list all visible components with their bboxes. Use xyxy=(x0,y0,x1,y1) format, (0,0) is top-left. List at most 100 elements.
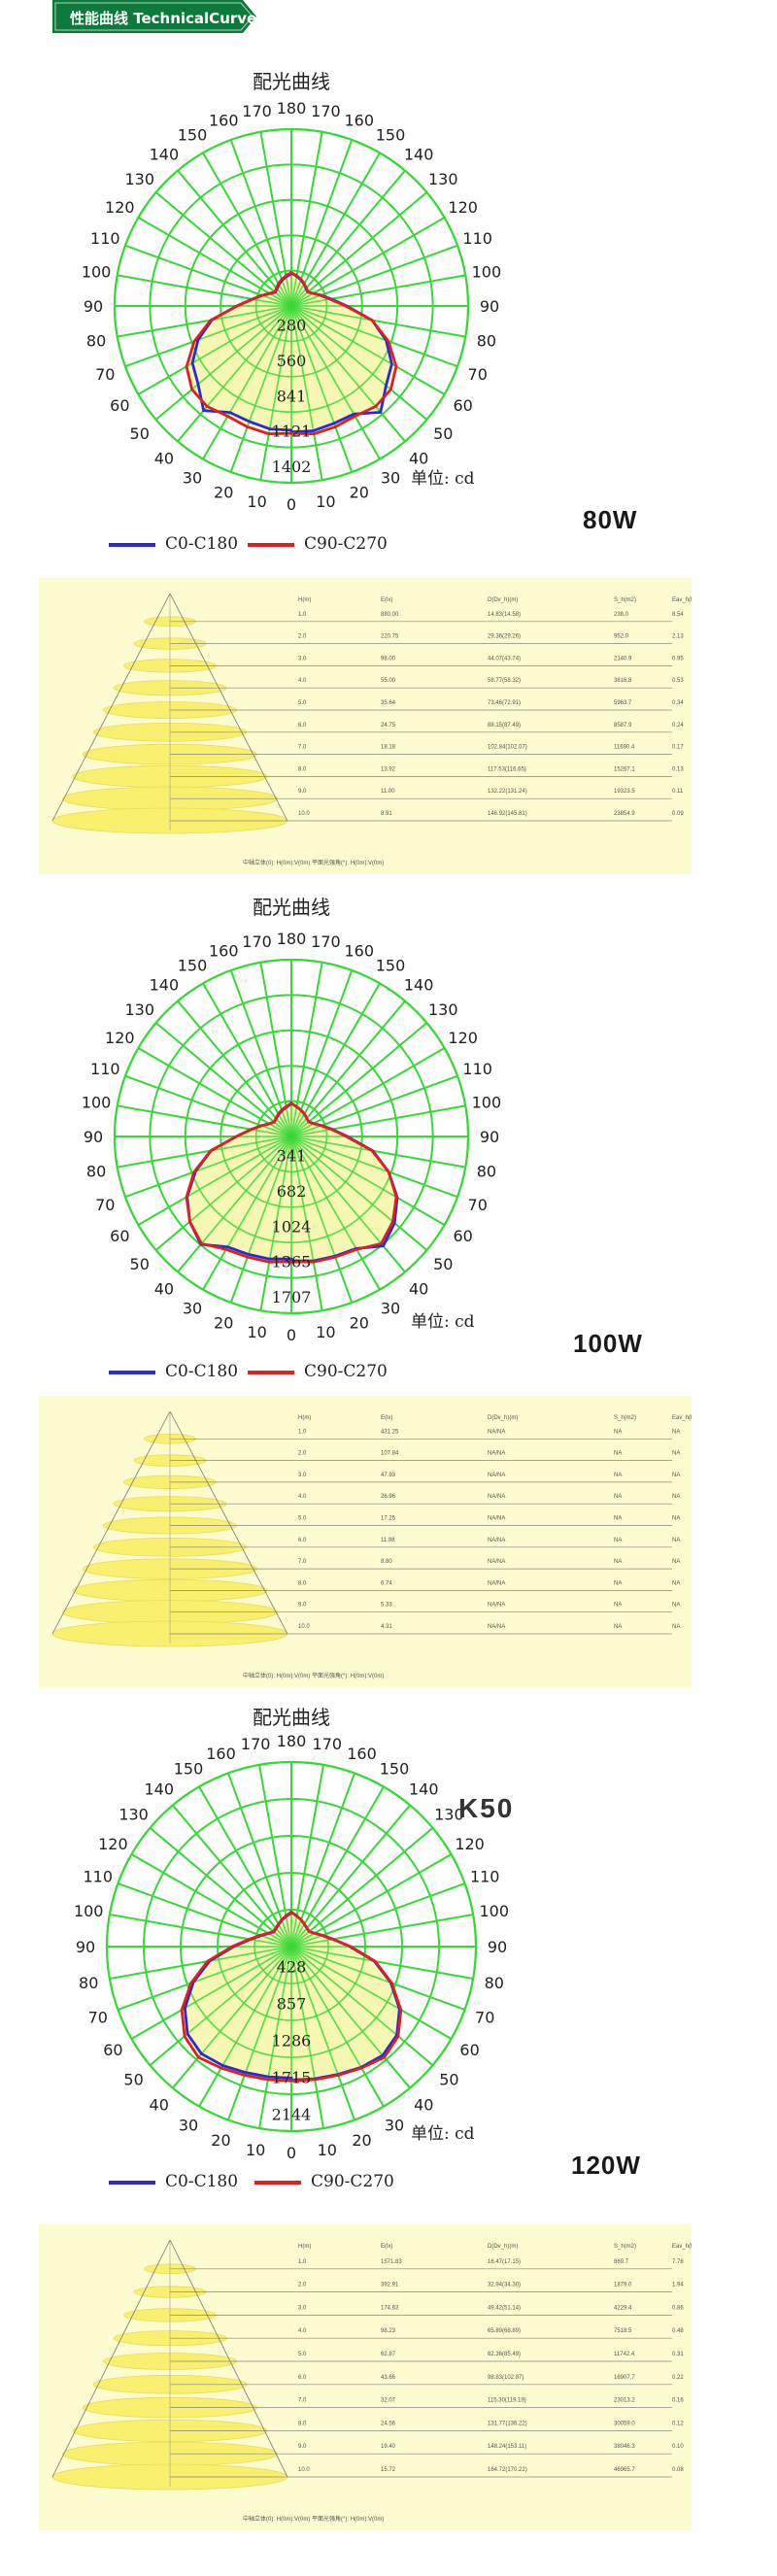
table-cell: NA/NA xyxy=(488,1538,505,1543)
polar-grid-spoke xyxy=(202,1135,292,1291)
table-cell: 869.7 xyxy=(614,2259,629,2265)
wattage-label-80w: 80W xyxy=(583,505,638,534)
polar-grid-spoke xyxy=(155,305,292,421)
radial-tick-label: 2144 xyxy=(272,2106,312,2124)
table-cell: 11.98 xyxy=(381,1538,395,1543)
table-cell: 0.31 xyxy=(672,2352,684,2357)
table-cell: 2.13 xyxy=(672,634,684,640)
polar-grid-spoke xyxy=(290,982,381,1137)
angle-tick-label: 160 xyxy=(209,111,239,129)
table-cell: 1.0 xyxy=(298,1429,307,1435)
table-cell: 131.77(136.22) xyxy=(488,2421,527,2426)
polar-grid-spoke xyxy=(117,274,292,307)
isolux-table-120w: H(m) E(lx) D(Dv_h)(m) S_h(m2) Eav_h(lx) 1.0 15… xyxy=(39,2224,692,2530)
angle-tick-label: 160 xyxy=(347,1745,377,1763)
table-cell: 0.53 xyxy=(672,678,684,684)
angle-tick-label: 170 xyxy=(242,932,272,951)
section-header-title: 性能曲线 TechnicalCurves xyxy=(70,10,266,27)
table-cell: 238.0 xyxy=(614,612,629,618)
angle-tick-label: 100 xyxy=(472,1094,502,1112)
table-cell: 3816.8 xyxy=(614,678,632,684)
angle-tick-label: 80 xyxy=(477,331,496,350)
table-header-cell: H(m) xyxy=(298,2244,311,2250)
table-cell: NA xyxy=(672,1580,680,1586)
series-line-c90-c270 xyxy=(185,1102,398,1264)
table-cell: 15267.1 xyxy=(614,766,635,772)
polar-grid-spoke xyxy=(290,1914,474,1948)
polar-grid-spoke xyxy=(177,1135,292,1272)
polar-grid-spoke xyxy=(290,305,406,442)
table-cell: 13.92 xyxy=(381,766,396,772)
polar-grid-spoke xyxy=(290,1047,446,1137)
table-cell: 0.10 xyxy=(672,2444,684,2450)
table-cell: 29.36(29.26) xyxy=(488,634,521,640)
polar-grid-spoke xyxy=(290,1135,381,1291)
polar-grid-spoke xyxy=(290,1135,353,1304)
cone-edge xyxy=(169,1410,288,1635)
table-cell: 174.63 xyxy=(381,2305,399,2311)
polar-section-100w: 配光曲线 341 682 1024 1365 1707 0 10 10 20 20 30 30 40 40… xyxy=(0,892,777,1397)
table-cell: 5.33 xyxy=(381,1603,392,1609)
table-cell: 1.94 xyxy=(672,2283,684,2288)
table-cell: 0.22 xyxy=(672,2375,684,2381)
table-cell: 164.72(170.22) xyxy=(488,2467,527,2473)
angle-tick-label: 130 xyxy=(118,1806,149,1824)
polar-grid-spoke xyxy=(290,1135,466,1169)
table-cell: NA xyxy=(672,1451,680,1457)
table-cell: 9.0 xyxy=(298,789,307,795)
table-cell: 2.0 xyxy=(298,2283,307,2288)
table-cell: 46965.7 xyxy=(614,2467,635,2473)
angle-tick-label: 90 xyxy=(480,297,499,316)
table-cell: 44.07(43.74) xyxy=(488,656,521,661)
table-cell: NA/NA xyxy=(488,1516,505,1522)
angle-tick-label: 20 xyxy=(352,2131,371,2150)
table-header-cell: E(lx) xyxy=(381,597,392,603)
table-header-cell: S_h(m2) xyxy=(614,597,636,603)
table-cell: 6.0 xyxy=(298,723,307,729)
table-cell: 65.89(68.89) xyxy=(488,2328,521,2334)
polar-grid-spoke xyxy=(290,1135,323,1311)
table-header-cell: Eav_h(lx) xyxy=(672,2244,692,2250)
angle-tick-label: 140 xyxy=(144,1780,174,1799)
table-cell: NA xyxy=(614,1494,622,1500)
wattage-label-120w: 120W xyxy=(571,2151,641,2180)
angle-tick-label: 150 xyxy=(178,125,208,144)
table-cell: 35.64 xyxy=(381,700,396,706)
polar-grid-spoke xyxy=(202,305,292,460)
polar-section-80w: 配光曲线 280 560 841 1121 1402 0 10 10 20 20 30 30 40 40 5… xyxy=(0,58,777,563)
polar-grid-spoke xyxy=(290,1827,434,1948)
polar-grid-spoke xyxy=(290,1773,355,1948)
table-cell: 6.74 xyxy=(381,1580,392,1586)
polar-grid-spoke xyxy=(290,305,446,395)
angle-tick-label: 10 xyxy=(247,492,266,511)
angle-tick-label: 70 xyxy=(95,1196,115,1214)
angle-tick-label: 70 xyxy=(88,2009,108,2027)
wattage-label-100w: 100W xyxy=(573,1329,643,1358)
angle-tick-label: 60 xyxy=(453,396,472,415)
table-cell: 11742.4 xyxy=(614,2352,635,2357)
angle-tick-label: 180 xyxy=(277,1732,307,1750)
table-cell: 7.0 xyxy=(298,2398,307,2404)
table-cell: 952.0 xyxy=(614,634,629,640)
angle-tick-label: 40 xyxy=(154,1279,174,1298)
table-cell: 8.91 xyxy=(381,811,392,817)
table-cell: NA xyxy=(614,1473,622,1478)
radial-tick-label: 280 xyxy=(277,316,307,334)
table-cell: 8.80 xyxy=(381,1559,392,1565)
table-cell: NA/NA xyxy=(488,1603,505,1609)
polar-grid-spoke xyxy=(117,305,292,338)
angle-tick-label: 90 xyxy=(480,1128,499,1146)
polar-grid-spoke xyxy=(172,1804,292,1948)
table-cell: 8587.9 xyxy=(614,723,632,729)
table-cell: NA xyxy=(614,1451,622,1457)
table-cell: 82.36(85.49) xyxy=(488,2352,521,2357)
table-cell: 1879.0 xyxy=(614,2283,632,2288)
table-cell: 5.0 xyxy=(298,700,307,706)
polar-grid-spoke xyxy=(290,1946,434,2066)
table-cell: NA xyxy=(672,1494,680,1500)
table-cell: 14.83(14.58) xyxy=(488,612,521,618)
angle-tick-label: 80 xyxy=(86,331,106,350)
polar-grid-spoke xyxy=(290,1946,324,2129)
table-cell: 2.0 xyxy=(298,1451,307,1457)
